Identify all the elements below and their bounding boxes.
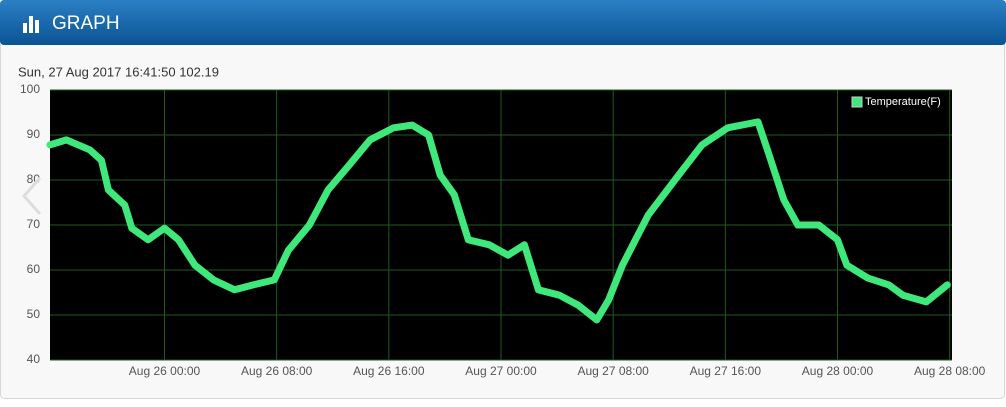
x-tick-label: Aug 27 08:00 — [577, 364, 649, 378]
data-line — [46, 118, 951, 324]
chart-subtitle: Sun, 27 Aug 2017 16:41:50 102.19 — [18, 64, 219, 79]
legend-label: Temperature(F) — [865, 96, 941, 108]
x-tick-label: Aug 27 16:00 — [690, 364, 762, 378]
y-tick-label: 70 — [27, 217, 41, 231]
x-tick-label: Aug 28 08:00 — [914, 364, 986, 378]
x-tick-label: Aug 28 00:00 — [802, 364, 874, 378]
x-tick-label: Aug 27 00:00 — [465, 364, 537, 378]
y-tick-label: 90 — [27, 127, 41, 141]
x-tick-label: Aug 26 08:00 — [241, 364, 313, 378]
y-tick-label: 100 — [20, 82, 40, 96]
legend-swatch — [851, 96, 863, 108]
y-tick-label: 40 — [27, 352, 41, 366]
x-tick-label: Aug 26 16:00 — [353, 364, 425, 378]
y-tick-label: 60 — [27, 262, 41, 276]
y-tick-label: 50 — [27, 307, 41, 321]
prev-arrow[interactable] — [21, 177, 42, 215]
header-title: GRAPH — [52, 13, 120, 34]
x-tick-label: Aug 26 00:00 — [129, 364, 201, 378]
graph-icon — [23, 16, 39, 33]
header-bar — [0, 0, 1006, 45]
